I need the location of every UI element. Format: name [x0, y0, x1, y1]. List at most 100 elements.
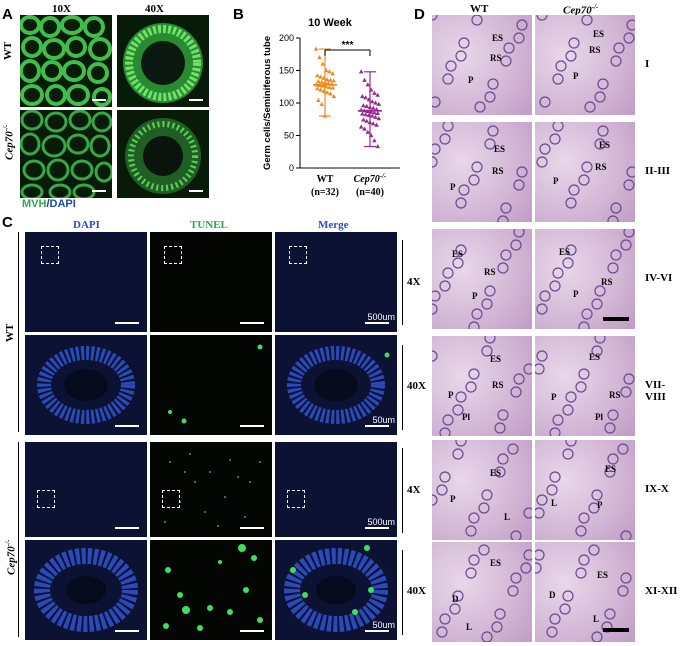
data-point [365, 82, 371, 87]
nucleus [481, 631, 493, 642]
nucleus [562, 257, 574, 269]
nuclei-decoration [536, 122, 635, 222]
nucleus [452, 404, 464, 416]
c-wt-4x-merge: 500um [275, 232, 397, 332]
nucleus [432, 96, 441, 108]
nuclei-pattern [284, 545, 388, 632]
panel-a-stain-legend: MVH/DAPI [22, 198, 76, 210]
nucleus [497, 409, 509, 421]
data-point [320, 83, 326, 88]
nucleus [484, 138, 496, 150]
nucleus [497, 215, 509, 222]
stage-label-2: IV-VI [645, 272, 673, 284]
nucleus [581, 308, 593, 320]
nuclei-decoration [536, 229, 635, 329]
x-group-n: (n=40) [356, 187, 384, 198]
cell-label-rs: RS [595, 162, 607, 172]
nuclei-decoration [432, 336, 532, 436]
nucleus [552, 73, 564, 85]
data-point [330, 85, 335, 90]
y-tick-label: 200 [279, 33, 294, 43]
nucleus [465, 525, 477, 537]
data-point [358, 124, 364, 129]
nucleus [436, 626, 448, 638]
he-wt-stage-5: ES D L [432, 542, 532, 642]
nucleus [535, 363, 545, 375]
nucleus [484, 336, 496, 344]
panel-a-row-ko-sup: -/- [2, 124, 10, 132]
chart-title: 10 Week [308, 17, 353, 29]
nucleus [607, 215, 619, 222]
data-point [324, 90, 330, 95]
nucleus [484, 285, 496, 297]
data-point [315, 73, 320, 78]
data-point [373, 100, 378, 105]
data-point [331, 78, 337, 83]
nucleus [468, 174, 480, 186]
nucleus [513, 229, 525, 238]
nucleus [536, 303, 548, 315]
nucleus [623, 229, 635, 238]
cell-label-rs: RS [492, 380, 504, 390]
nucleus [604, 466, 616, 478]
tubules-green-pattern [20, 110, 112, 198]
c-ko-4x-dapi [25, 442, 147, 537]
nucleus [507, 585, 519, 597]
nucleus [549, 280, 561, 292]
nucleus [610, 202, 622, 214]
nucleus [601, 621, 613, 633]
data-point [313, 46, 319, 51]
data-point [374, 122, 379, 127]
nucleus [436, 484, 448, 496]
panel-c-row-wt-text: WT [4, 323, 16, 342]
x-group-label: Cep70-/- [354, 172, 387, 185]
cell-label-es: ES [490, 354, 502, 364]
nucleus [626, 19, 635, 31]
nuclei-decoration [436, 544, 532, 642]
scale-bar [603, 317, 629, 321]
nuclei-decoration [535, 544, 632, 642]
cell-label-p: P [597, 500, 603, 510]
panel-c-row-ko: Cep70-/- [4, 505, 18, 575]
he-wt-stage-0: ES RS P [432, 15, 532, 115]
nucleus [471, 308, 483, 320]
data-point [330, 71, 335, 76]
nucleus [478, 544, 490, 556]
nucleus [455, 50, 467, 62]
cell-label-l: L [504, 512, 511, 522]
nucleus [562, 404, 574, 416]
scale-bar [92, 190, 106, 192]
cell-label-l: L [551, 498, 558, 508]
tunel-dots [168, 344, 263, 424]
nucleus [500, 249, 512, 261]
nucleus [442, 267, 454, 279]
he-ko-stage-0: ES RS P [535, 15, 635, 115]
significance-label: *** [342, 40, 354, 51]
y-tick-label: 100 [279, 98, 294, 108]
nucleus [617, 443, 629, 455]
nucleus [578, 368, 590, 380]
nucleus [442, 73, 454, 85]
stage-label-0: I [645, 58, 650, 70]
nucleus [591, 298, 603, 310]
nuclei-decoration [432, 440, 532, 540]
cell-label-p: P [472, 291, 478, 301]
panel-c-ko-bracket [18, 442, 19, 637]
data-point [316, 97, 321, 102]
nucleus [581, 161, 593, 173]
c-wt-4x-tunel [150, 232, 272, 332]
he-ko-stage-2: ES RS P [535, 229, 635, 329]
nucleus [536, 156, 548, 168]
nuclei-decoration [535, 336, 635, 436]
data-point [358, 69, 364, 74]
c-ko-40x-tunel [150, 540, 272, 640]
panel-a-ko-10x-image [20, 110, 112, 198]
c-wt-40x-tunel [150, 335, 272, 435]
nucleus [513, 373, 525, 385]
scale-label-500um: 500um [367, 312, 395, 322]
cell-label-es: ES [452, 249, 464, 259]
y-tick-label: 50 [284, 131, 294, 141]
data-point [372, 138, 377, 143]
data-point [320, 61, 326, 66]
nucleus [481, 489, 493, 501]
